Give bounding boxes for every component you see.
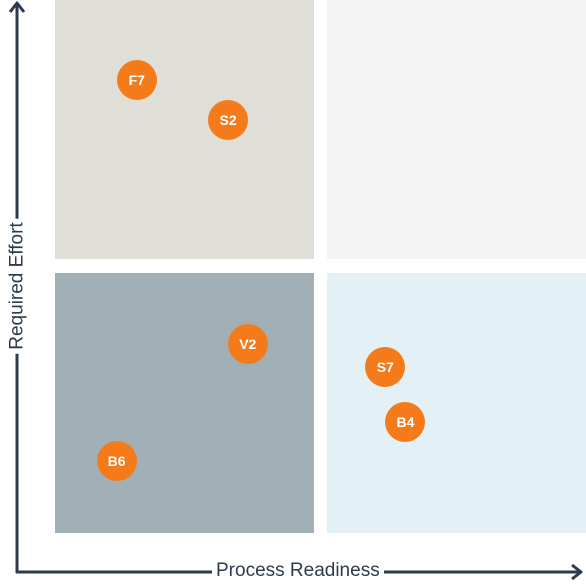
x-axis-arrowhead: [571, 563, 583, 581]
data-point-s2: S2: [208, 100, 249, 141]
data-point-s7: S7: [365, 346, 406, 387]
quadrant-high-readiness-high-effort: [327, 0, 586, 259]
data-point-v2: V2: [227, 323, 268, 364]
quadrant-high-readiness-low-effort: [327, 273, 586, 533]
data-point-b4: B4: [385, 402, 426, 443]
quadrant-low-readiness-high-effort: [55, 0, 314, 259]
quadrant-low-readiness-low-effort: [55, 273, 314, 533]
y-axis-label: Required Effort: [7, 218, 28, 354]
data-point-f7: F7: [116, 59, 157, 100]
data-point-b6: B6: [96, 441, 137, 482]
x-axis-label: Process Readiness: [212, 561, 384, 580]
y-axis-arrowhead: [8, 1, 26, 13]
